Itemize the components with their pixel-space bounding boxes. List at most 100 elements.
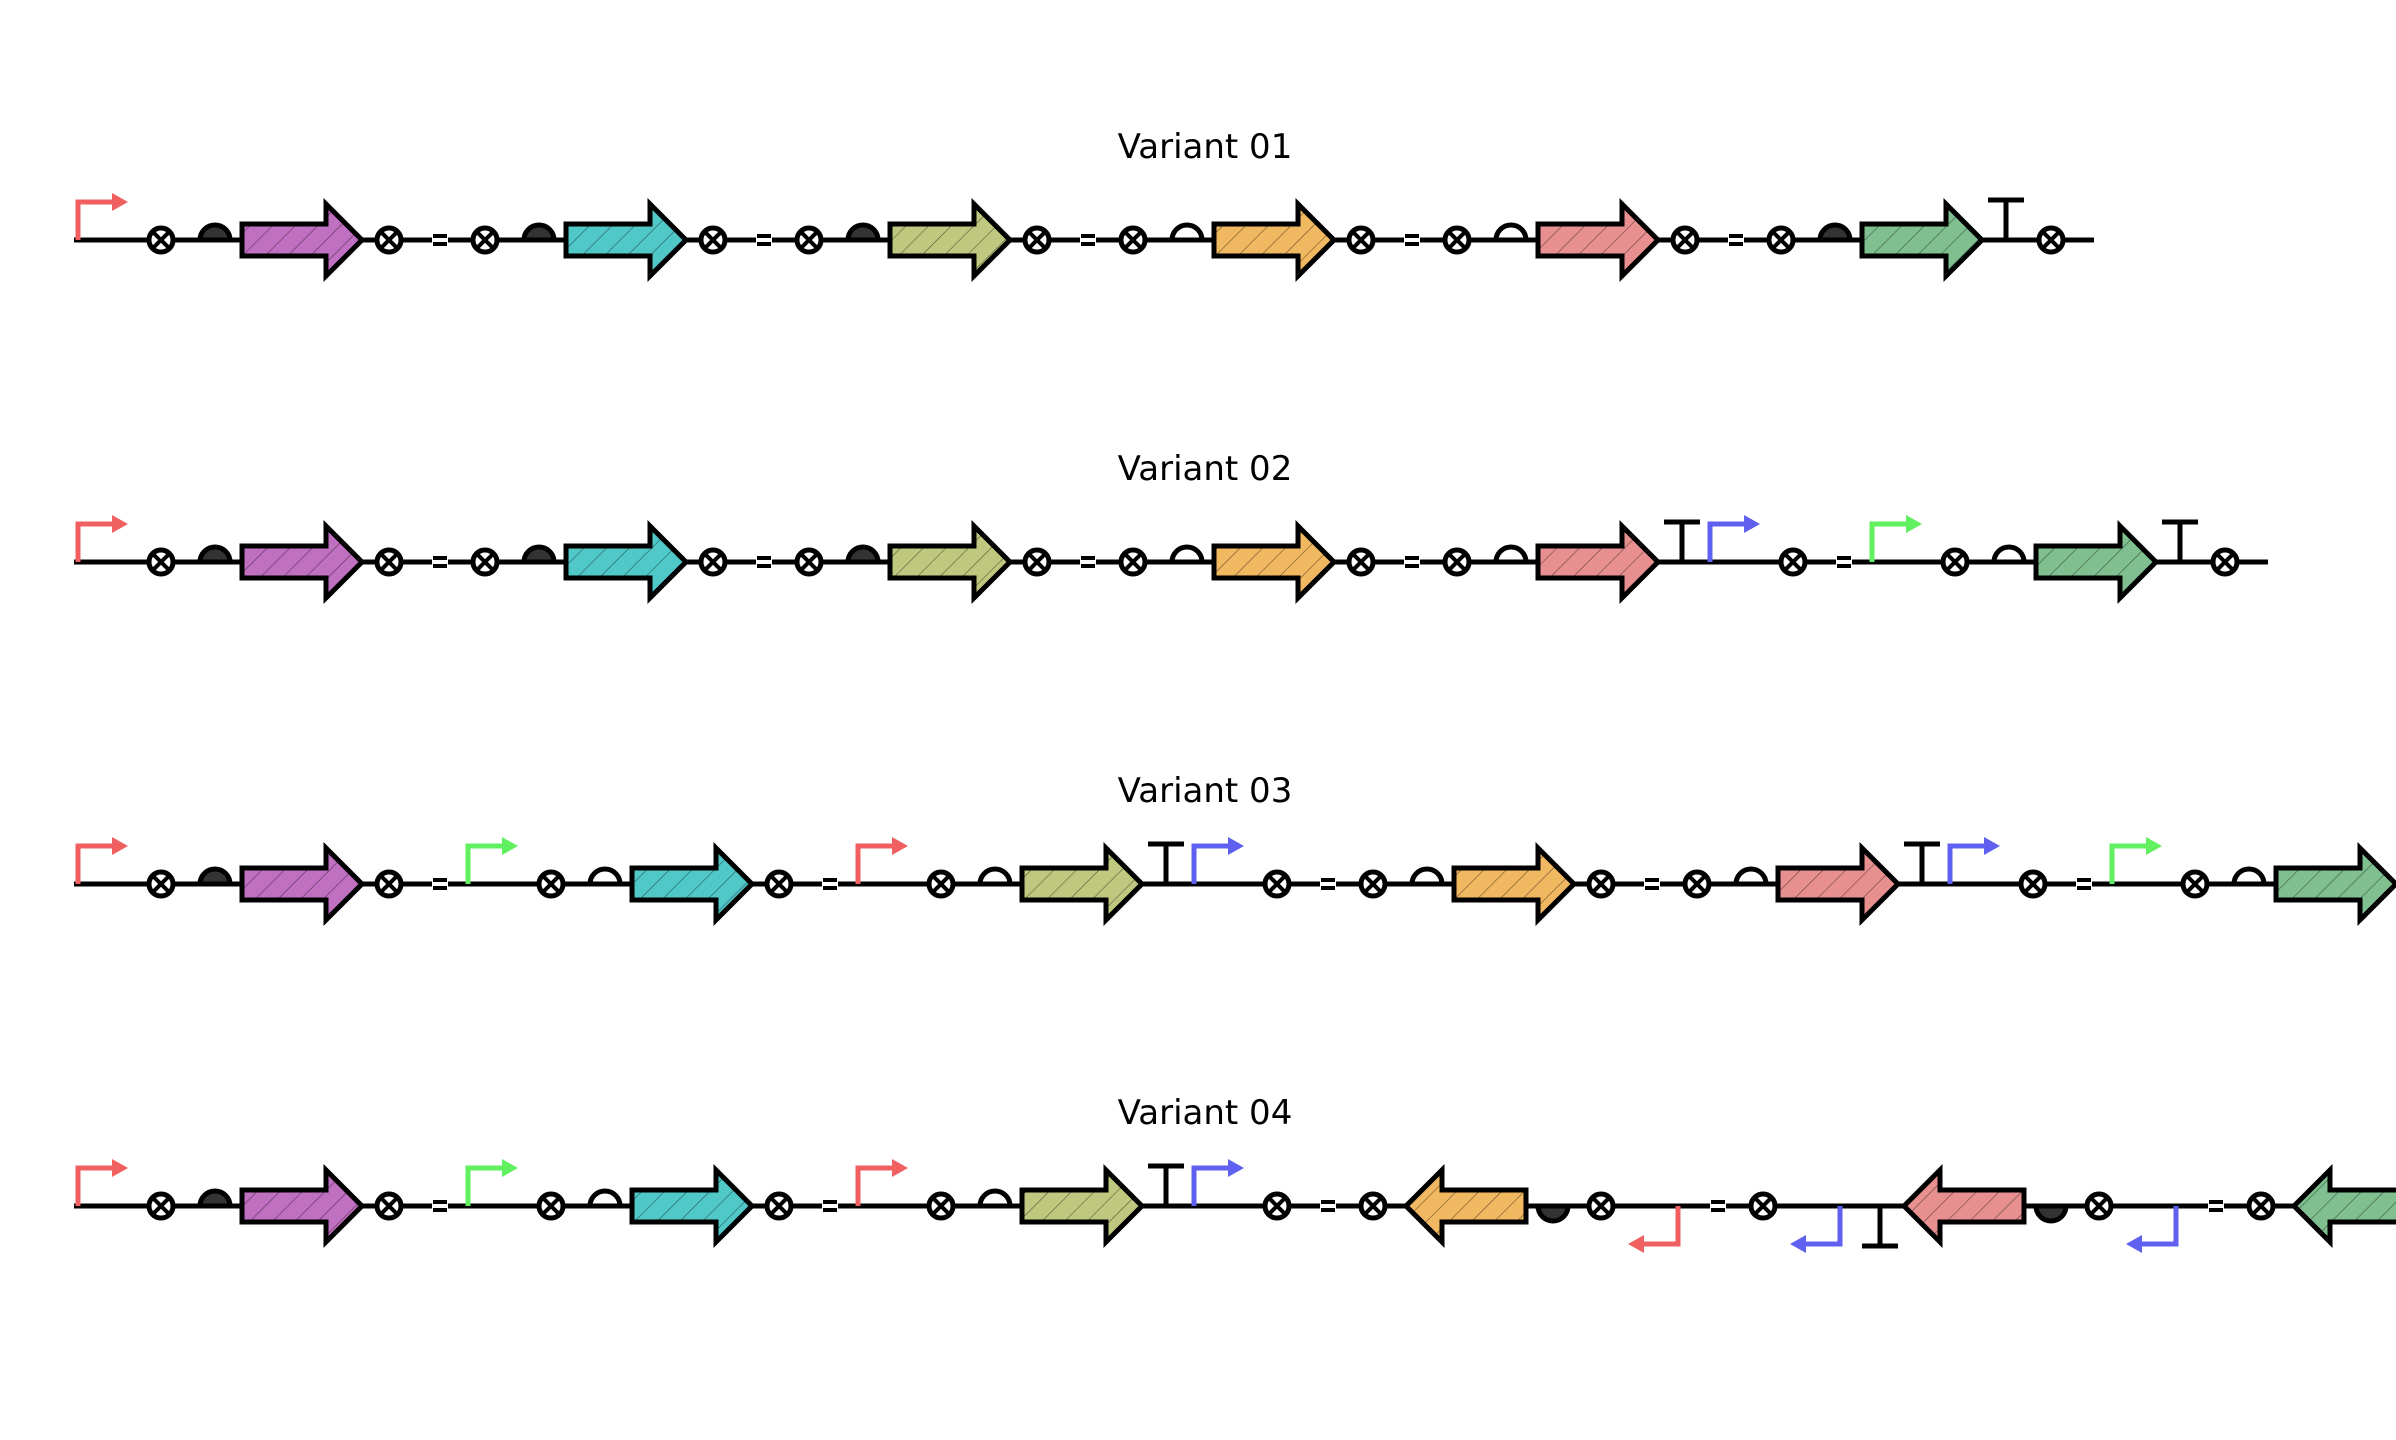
promoter-glyph bbox=[1191, 1159, 1244, 1206]
recombinase-site-glyph bbox=[764, 1191, 794, 1221]
cds-arrow-glyph bbox=[1402, 1163, 1529, 1249]
rbs-glyph bbox=[1733, 866, 1769, 885]
recombinase-site-glyph bbox=[2180, 869, 2210, 899]
spacer-glyph bbox=[1710, 1198, 1726, 1214]
promoter-glyph bbox=[75, 193, 128, 240]
rbs-glyph bbox=[1169, 222, 1205, 241]
promoter-glyph bbox=[2109, 837, 2162, 884]
variant-02: Variant 02 bbox=[74, 449, 2268, 605]
cds-arrow-glyph bbox=[1451, 841, 1578, 927]
recombinase-site-glyph bbox=[1262, 869, 1292, 899]
recombinase-site-glyph bbox=[470, 225, 500, 255]
recombinase-site-glyph bbox=[146, 1191, 176, 1221]
cds-arrow-glyph bbox=[1019, 1163, 1146, 1249]
rbs-glyph bbox=[1991, 544, 2027, 563]
promoter-glyph bbox=[75, 515, 128, 562]
recombinase-site-glyph bbox=[698, 225, 728, 255]
spacer-glyph bbox=[1320, 876, 1336, 892]
spacer-glyph bbox=[2208, 1198, 2224, 1214]
spacer-glyph bbox=[432, 1198, 448, 1214]
rbs-glyph bbox=[521, 544, 557, 565]
recombinase-site-glyph bbox=[1022, 225, 1052, 255]
rbs-glyph bbox=[845, 222, 881, 243]
spacer-glyph bbox=[1836, 554, 1852, 570]
rbs-glyph bbox=[587, 866, 623, 885]
terminator-glyph bbox=[1988, 197, 2024, 240]
cds-arrow-glyph bbox=[887, 519, 1014, 605]
spacer-glyph bbox=[756, 554, 772, 570]
rbs-glyph bbox=[521, 222, 557, 243]
variant-title: Variant 02 bbox=[1118, 449, 1293, 489]
construct-track bbox=[74, 515, 2268, 605]
recombinase-site-glyph bbox=[1778, 547, 1808, 577]
cds-arrow-glyph bbox=[629, 841, 756, 927]
cds-arrow-glyph bbox=[563, 197, 690, 283]
terminator-glyph bbox=[1148, 841, 1184, 884]
rbs-glyph bbox=[1169, 544, 1205, 563]
recombinase-site-glyph bbox=[926, 1191, 956, 1221]
cds-arrow-glyph bbox=[1019, 841, 1146, 927]
promoter-glyph bbox=[75, 1159, 128, 1206]
cds-arrow-glyph bbox=[629, 1163, 756, 1249]
recombinase-site-glyph bbox=[1118, 547, 1148, 577]
spacer-glyph bbox=[1644, 876, 1660, 892]
variant-04: Variant 04 bbox=[74, 1093, 2396, 1253]
rbs-glyph bbox=[1493, 544, 1529, 563]
variant-03: Variant 03 bbox=[74, 771, 2396, 927]
variant-title: Variant 04 bbox=[1118, 1093, 1293, 1133]
cds-arrow-glyph bbox=[239, 197, 366, 283]
recombinase-site-glyph bbox=[1346, 547, 1376, 577]
recombinase-site-glyph bbox=[1586, 869, 1616, 899]
recombinase-site-glyph bbox=[2210, 547, 2240, 577]
cds-arrow-glyph bbox=[2290, 1163, 2396, 1249]
cds-arrow-glyph bbox=[1211, 519, 1338, 605]
recombinase-site-glyph bbox=[374, 869, 404, 899]
terminator-glyph bbox=[1664, 519, 1700, 562]
recombinase-site-glyph bbox=[536, 1191, 566, 1221]
recombinase-site-glyph bbox=[2246, 1191, 2276, 1221]
rbs-glyph bbox=[197, 544, 233, 565]
promoter-glyph bbox=[1707, 515, 1760, 562]
rbs-glyph bbox=[845, 544, 881, 565]
promoter-glyph bbox=[855, 1159, 908, 1206]
cds-arrow-glyph bbox=[239, 519, 366, 605]
construct-track bbox=[74, 837, 2396, 927]
recombinase-site-glyph bbox=[698, 547, 728, 577]
recombinase-site-glyph bbox=[1670, 225, 1700, 255]
recombinase-site-glyph bbox=[1766, 225, 1796, 255]
recombinase-site-glyph bbox=[794, 225, 824, 255]
promoter-glyph bbox=[465, 1159, 518, 1206]
terminator-glyph bbox=[1904, 841, 1940, 884]
promoter-glyph bbox=[2126, 1206, 2179, 1253]
rbs-glyph bbox=[1493, 222, 1529, 241]
spacer-glyph bbox=[756, 232, 772, 248]
rbs-glyph bbox=[197, 222, 233, 243]
recombinase-site-glyph bbox=[374, 547, 404, 577]
cds-arrow-glyph bbox=[1859, 197, 1986, 283]
cds-arrow-glyph bbox=[887, 197, 1014, 283]
recombinase-site-glyph bbox=[146, 869, 176, 899]
construct-track bbox=[74, 1159, 2396, 1253]
promoter-glyph bbox=[1191, 837, 1244, 884]
construct-track bbox=[74, 193, 2094, 283]
cds-arrow-glyph bbox=[239, 1163, 366, 1249]
rbs-glyph bbox=[977, 866, 1013, 885]
promoter-glyph bbox=[1869, 515, 1922, 562]
recombinase-site-glyph bbox=[536, 869, 566, 899]
promoter-glyph bbox=[75, 837, 128, 884]
cds-arrow-glyph bbox=[1535, 519, 1662, 605]
spacer-glyph bbox=[822, 876, 838, 892]
spacer-glyph bbox=[1728, 232, 1744, 248]
spacer-glyph bbox=[432, 876, 448, 892]
rbs-glyph bbox=[1535, 1203, 1571, 1224]
recombinase-site-glyph bbox=[2018, 869, 2048, 899]
rbs-glyph bbox=[977, 1188, 1013, 1207]
cds-arrow-glyph bbox=[2033, 519, 2160, 605]
variant-title: Variant 03 bbox=[1118, 771, 1293, 811]
recombinase-site-glyph bbox=[1346, 225, 1376, 255]
rbs-glyph bbox=[2033, 1203, 2069, 1224]
spacer-glyph bbox=[1404, 232, 1420, 248]
recombinase-site-glyph bbox=[794, 547, 824, 577]
recombinase-site-glyph bbox=[470, 547, 500, 577]
spacer-glyph bbox=[822, 1198, 838, 1214]
